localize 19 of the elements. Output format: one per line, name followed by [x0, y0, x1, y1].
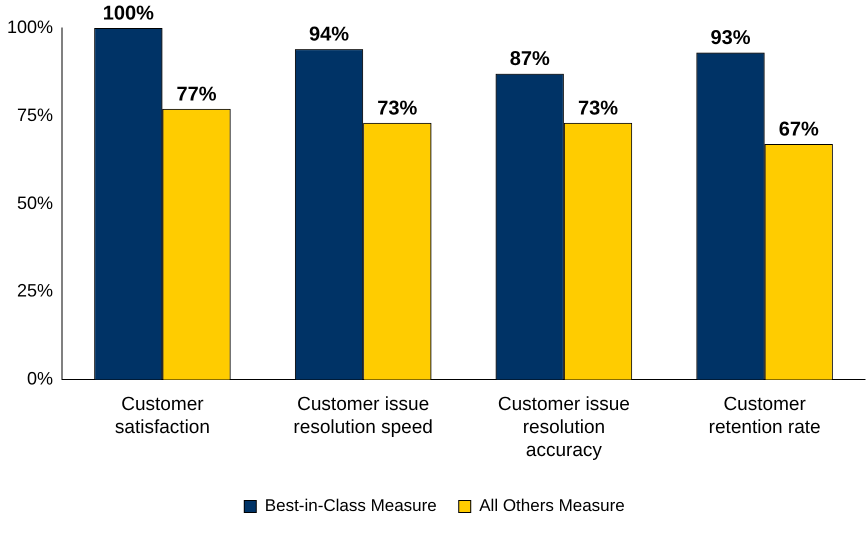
data-label: 93%	[710, 27, 751, 50]
legend-label: Best-in-Class Measure	[264, 496, 437, 516]
x-tick-label: Customer satisfaction	[114, 394, 210, 438]
y-tick-label: 0%	[27, 368, 54, 389]
y-tick-label: 25%	[17, 280, 54, 301]
y-tick-label: 100%	[6, 16, 54, 37]
data-label: 73%	[377, 97, 418, 120]
data-label: 77%	[176, 83, 217, 106]
legend-label: All Others Measure	[479, 496, 625, 516]
data-label: 73%	[578, 97, 618, 120]
y-tick-label: 75%	[17, 104, 54, 125]
y-tick-label: 50%	[17, 192, 54, 213]
x-tick-label: Customer issue resolution speed	[293, 394, 433, 438]
data-label: 87%	[510, 48, 550, 70]
x-tick-label: Customer retention rate	[708, 394, 821, 438]
data-label: 67%	[778, 118, 819, 141]
data-label: 100%	[102, 2, 154, 25]
data-label: 94%	[309, 24, 350, 46]
x-tick-label: Customer issue resolution accuracy	[498, 394, 630, 461]
